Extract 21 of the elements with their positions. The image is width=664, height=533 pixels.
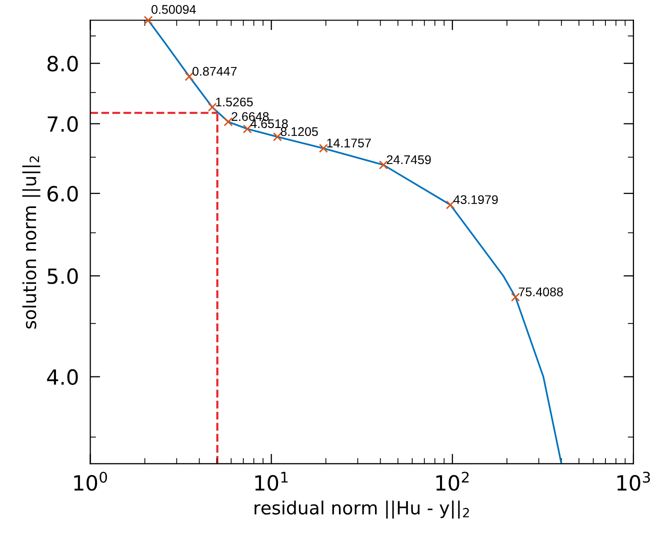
annotation: 14.1757 bbox=[327, 138, 371, 148]
y-tick-label: 4.0 bbox=[47, 369, 78, 385]
y-tick-label: 6.0 bbox=[48, 186, 78, 202]
annotation: 24.7459 bbox=[386, 155, 431, 164]
x-tick-label: 10$^{1}$ bbox=[255, 472, 288, 491]
annotation: 43.1979 bbox=[453, 195, 498, 204]
x-tick-label: 10$^{0}$ bbox=[74, 472, 107, 491]
annotation: 75.4088 bbox=[518, 287, 563, 296]
y-axis-title: solution norm ||u||$_{2}$ bbox=[22, 156, 40, 329]
annotation: 4.6518 bbox=[250, 119, 288, 128]
annotation: 2.6648 bbox=[232, 112, 269, 121]
annotation: 0.87447 bbox=[192, 66, 237, 76]
x-axis-title: residual norm ||Hu - y||$_{2}$ bbox=[254, 500, 469, 519]
x-tick-label: 10$^{2}$ bbox=[436, 472, 469, 491]
y-tick-label: 5.0 bbox=[48, 268, 78, 284]
y-tick-label: 8.0 bbox=[47, 56, 78, 72]
annotation: 1.5265 bbox=[216, 98, 253, 106]
x-tick-label: 10$^{3}$ bbox=[617, 472, 650, 491]
annotation: 8.1205 bbox=[280, 127, 318, 136]
y-tick-label: 7.0 bbox=[48, 116, 78, 132]
annotation: 0.50094 bbox=[152, 5, 196, 14]
